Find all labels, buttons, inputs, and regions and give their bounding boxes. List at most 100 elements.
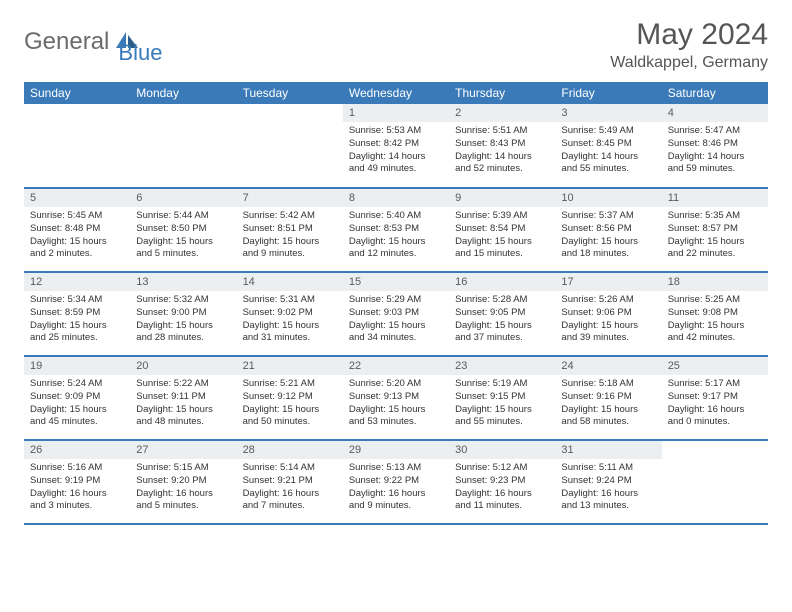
calendar-day-cell: 16Sunrise: 5:28 AMSunset: 9:05 PMDayligh… bbox=[449, 272, 555, 356]
day-details: Sunrise: 5:29 AMSunset: 9:03 PMDaylight:… bbox=[343, 291, 449, 349]
day-number: 17 bbox=[555, 273, 661, 291]
day-details: Sunrise: 5:21 AMSunset: 9:12 PMDaylight:… bbox=[237, 375, 343, 433]
logo-text-blue: Blue bbox=[118, 40, 162, 66]
day-details: Sunrise: 5:34 AMSunset: 8:59 PMDaylight:… bbox=[24, 291, 130, 349]
day-number: 23 bbox=[449, 357, 555, 375]
day-details: Sunrise: 5:18 AMSunset: 9:16 PMDaylight:… bbox=[555, 375, 661, 433]
day-number: 27 bbox=[130, 441, 236, 459]
day-number: 26 bbox=[24, 441, 130, 459]
calendar-day-cell: 18Sunrise: 5:25 AMSunset: 9:08 PMDayligh… bbox=[662, 272, 768, 356]
calendar-week-row: 26Sunrise: 5:16 AMSunset: 9:19 PMDayligh… bbox=[24, 440, 768, 524]
day-details: Sunrise: 5:53 AMSunset: 8:42 PMDaylight:… bbox=[343, 122, 449, 180]
day-details: Sunrise: 5:45 AMSunset: 8:48 PMDaylight:… bbox=[24, 207, 130, 265]
calendar-header-row: SundayMondayTuesdayWednesdayThursdayFrid… bbox=[24, 82, 768, 104]
calendar-day-cell: 13Sunrise: 5:32 AMSunset: 9:00 PMDayligh… bbox=[130, 272, 236, 356]
day-details: Sunrise: 5:51 AMSunset: 8:43 PMDaylight:… bbox=[449, 122, 555, 180]
calendar-day-cell: 5Sunrise: 5:45 AMSunset: 8:48 PMDaylight… bbox=[24, 188, 130, 272]
day-number: 15 bbox=[343, 273, 449, 291]
day-number: 24 bbox=[555, 357, 661, 375]
day-details: Sunrise: 5:25 AMSunset: 9:08 PMDaylight:… bbox=[662, 291, 768, 349]
calendar-week-row: 1Sunrise: 5:53 AMSunset: 8:42 PMDaylight… bbox=[24, 104, 768, 188]
calendar-day-cell: 24Sunrise: 5:18 AMSunset: 9:16 PMDayligh… bbox=[555, 356, 661, 440]
day-number: 6 bbox=[130, 189, 236, 207]
day-number: 12 bbox=[24, 273, 130, 291]
day-details: Sunrise: 5:47 AMSunset: 8:46 PMDaylight:… bbox=[662, 122, 768, 180]
day-number: 1 bbox=[343, 104, 449, 122]
calendar-day-cell: 17Sunrise: 5:26 AMSunset: 9:06 PMDayligh… bbox=[555, 272, 661, 356]
calendar-day-cell: 11Sunrise: 5:35 AMSunset: 8:57 PMDayligh… bbox=[662, 188, 768, 272]
calendar-day-cell: 15Sunrise: 5:29 AMSunset: 9:03 PMDayligh… bbox=[343, 272, 449, 356]
calendar-page: General Blue May 2024 Waldkappel, German… bbox=[0, 0, 792, 535]
day-details: Sunrise: 5:39 AMSunset: 8:54 PMDaylight:… bbox=[449, 207, 555, 265]
calendar-day-cell: 25Sunrise: 5:17 AMSunset: 9:17 PMDayligh… bbox=[662, 356, 768, 440]
day-details: Sunrise: 5:31 AMSunset: 9:02 PMDaylight:… bbox=[237, 291, 343, 349]
day-details: Sunrise: 5:19 AMSunset: 9:15 PMDaylight:… bbox=[449, 375, 555, 433]
day-details: Sunrise: 5:40 AMSunset: 8:53 PMDaylight:… bbox=[343, 207, 449, 265]
calendar-week-row: 12Sunrise: 5:34 AMSunset: 8:59 PMDayligh… bbox=[24, 272, 768, 356]
weekday-header: Monday bbox=[130, 82, 236, 104]
calendar-day-cell: 28Sunrise: 5:14 AMSunset: 9:21 PMDayligh… bbox=[237, 440, 343, 524]
day-number: 4 bbox=[662, 104, 768, 122]
weekday-header: Friday bbox=[555, 82, 661, 104]
calendar-day-cell: 2Sunrise: 5:51 AMSunset: 8:43 PMDaylight… bbox=[449, 104, 555, 188]
calendar-day-cell: 14Sunrise: 5:31 AMSunset: 9:02 PMDayligh… bbox=[237, 272, 343, 356]
day-details: Sunrise: 5:35 AMSunset: 8:57 PMDaylight:… bbox=[662, 207, 768, 265]
calendar-day-cell: 30Sunrise: 5:12 AMSunset: 9:23 PMDayligh… bbox=[449, 440, 555, 524]
calendar-day-cell bbox=[662, 440, 768, 524]
calendar-day-cell: 27Sunrise: 5:15 AMSunset: 9:20 PMDayligh… bbox=[130, 440, 236, 524]
weekday-header: Tuesday bbox=[237, 82, 343, 104]
calendar-day-cell: 10Sunrise: 5:37 AMSunset: 8:56 PMDayligh… bbox=[555, 188, 661, 272]
day-number: 11 bbox=[662, 189, 768, 207]
weekday-header: Wednesday bbox=[343, 82, 449, 104]
day-number: 19 bbox=[24, 357, 130, 375]
day-details: Sunrise: 5:22 AMSunset: 9:11 PMDaylight:… bbox=[130, 375, 236, 433]
logo-text-general: General bbox=[24, 28, 109, 56]
calendar-day-cell: 12Sunrise: 5:34 AMSunset: 8:59 PMDayligh… bbox=[24, 272, 130, 356]
day-details: Sunrise: 5:11 AMSunset: 9:24 PMDaylight:… bbox=[555, 459, 661, 517]
day-details: Sunrise: 5:28 AMSunset: 9:05 PMDaylight:… bbox=[449, 291, 555, 349]
calendar-week-row: 19Sunrise: 5:24 AMSunset: 9:09 PMDayligh… bbox=[24, 356, 768, 440]
day-number: 25 bbox=[662, 357, 768, 375]
day-number: 18 bbox=[662, 273, 768, 291]
day-number: 9 bbox=[449, 189, 555, 207]
calendar-day-cell: 22Sunrise: 5:20 AMSunset: 9:13 PMDayligh… bbox=[343, 356, 449, 440]
day-number: 14 bbox=[237, 273, 343, 291]
day-details: Sunrise: 5:15 AMSunset: 9:20 PMDaylight:… bbox=[130, 459, 236, 517]
weekday-header: Saturday bbox=[662, 82, 768, 104]
day-number: 21 bbox=[237, 357, 343, 375]
day-number: 3 bbox=[555, 104, 661, 122]
day-details: Sunrise: 5:32 AMSunset: 9:00 PMDaylight:… bbox=[130, 291, 236, 349]
day-number: 10 bbox=[555, 189, 661, 207]
day-number: 7 bbox=[237, 189, 343, 207]
calendar-day-cell: 19Sunrise: 5:24 AMSunset: 9:09 PMDayligh… bbox=[24, 356, 130, 440]
page-header: General Blue May 2024 Waldkappel, German… bbox=[24, 18, 768, 72]
day-details: Sunrise: 5:42 AMSunset: 8:51 PMDaylight:… bbox=[237, 207, 343, 265]
weekday-header: Thursday bbox=[449, 82, 555, 104]
calendar-day-cell: 9Sunrise: 5:39 AMSunset: 8:54 PMDaylight… bbox=[449, 188, 555, 272]
calendar-day-cell bbox=[24, 104, 130, 188]
calendar-day-cell: 31Sunrise: 5:11 AMSunset: 9:24 PMDayligh… bbox=[555, 440, 661, 524]
calendar-day-cell: 3Sunrise: 5:49 AMSunset: 8:45 PMDaylight… bbox=[555, 104, 661, 188]
day-details: Sunrise: 5:24 AMSunset: 9:09 PMDaylight:… bbox=[24, 375, 130, 433]
day-details: Sunrise: 5:44 AMSunset: 8:50 PMDaylight:… bbox=[130, 207, 236, 265]
calendar-day-cell: 20Sunrise: 5:22 AMSunset: 9:11 PMDayligh… bbox=[130, 356, 236, 440]
location-subtitle: Waldkappel, Germany bbox=[610, 54, 768, 72]
calendar-day-cell: 26Sunrise: 5:16 AMSunset: 9:19 PMDayligh… bbox=[24, 440, 130, 524]
calendar-body: 1Sunrise: 5:53 AMSunset: 8:42 PMDaylight… bbox=[24, 104, 768, 524]
title-block: May 2024 Waldkappel, Germany bbox=[610, 18, 768, 72]
day-details: Sunrise: 5:49 AMSunset: 8:45 PMDaylight:… bbox=[555, 122, 661, 180]
calendar-day-cell: 8Sunrise: 5:40 AMSunset: 8:53 PMDaylight… bbox=[343, 188, 449, 272]
day-details: Sunrise: 5:20 AMSunset: 9:13 PMDaylight:… bbox=[343, 375, 449, 433]
day-number: 29 bbox=[343, 441, 449, 459]
day-number: 28 bbox=[237, 441, 343, 459]
calendar-day-cell bbox=[130, 104, 236, 188]
day-number: 20 bbox=[130, 357, 236, 375]
calendar-day-cell: 21Sunrise: 5:21 AMSunset: 9:12 PMDayligh… bbox=[237, 356, 343, 440]
day-details: Sunrise: 5:37 AMSunset: 8:56 PMDaylight:… bbox=[555, 207, 661, 265]
calendar-day-cell: 1Sunrise: 5:53 AMSunset: 8:42 PMDaylight… bbox=[343, 104, 449, 188]
calendar-day-cell: 4Sunrise: 5:47 AMSunset: 8:46 PMDaylight… bbox=[662, 104, 768, 188]
day-details: Sunrise: 5:12 AMSunset: 9:23 PMDaylight:… bbox=[449, 459, 555, 517]
day-details: Sunrise: 5:17 AMSunset: 9:17 PMDaylight:… bbox=[662, 375, 768, 433]
calendar-day-cell: 7Sunrise: 5:42 AMSunset: 8:51 PMDaylight… bbox=[237, 188, 343, 272]
day-number: 8 bbox=[343, 189, 449, 207]
